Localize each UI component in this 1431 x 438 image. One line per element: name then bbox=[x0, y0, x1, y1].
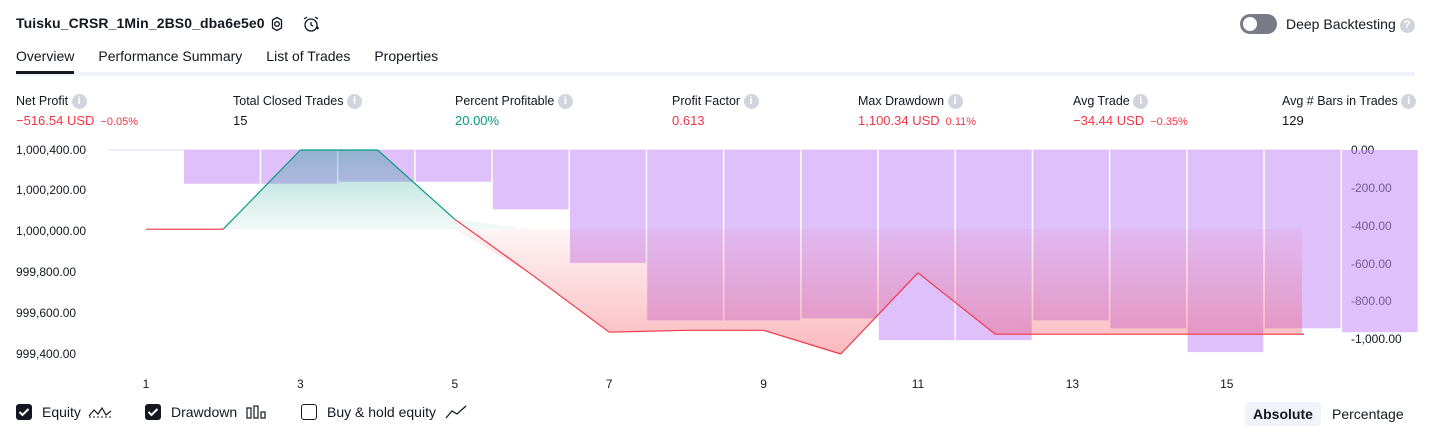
drawdown-checkbox[interactable] bbox=[145, 404, 161, 420]
equity-loss-area bbox=[146, 229, 1304, 354]
tab-performance-summary[interactable]: Performance Summary bbox=[98, 48, 243, 64]
strategy-title: Tuisku_CRSR_1Min_2BS0_dba6e5e0 bbox=[16, 15, 265, 31]
left-axis-tick: 1,000,400.00 bbox=[16, 143, 87, 157]
drawdown-bar bbox=[1342, 150, 1418, 333]
x-axis-tick: 7 bbox=[605, 377, 613, 391]
tab-properties[interactable]: Properties bbox=[374, 48, 439, 64]
equity-line-segment bbox=[840, 272, 919, 355]
drawdown-bar bbox=[184, 150, 260, 184]
legend-buy-hold-equity[interactable]: Buy & hold equity bbox=[301, 404, 468, 420]
absolute-button[interactable]: Absolute bbox=[1245, 402, 1321, 426]
drawdown-bar bbox=[415, 150, 492, 182]
stat-net-profit: Net Profit i −516.54 USD −0.05% bbox=[16, 94, 139, 129]
x-axis-tick: 9 bbox=[760, 377, 767, 391]
deep-backtesting-toggle[interactable] bbox=[1240, 14, 1277, 34]
info-icon[interactable]: i bbox=[1401, 94, 1417, 110]
equity-line-segment bbox=[531, 274, 610, 333]
x-axis-tick: 3 bbox=[297, 377, 304, 391]
x-axis-tick: 13 bbox=[1065, 377, 1080, 391]
buy-hold-line-icon bbox=[445, 405, 467, 419]
deep-backtesting-label: Deep Backtesting ? bbox=[1286, 16, 1415, 33]
legend-equity[interactable]: Equity bbox=[16, 404, 113, 420]
stat-avg-trade: Avg Trade i −34.44 USD −0.35% bbox=[1073, 94, 1188, 129]
info-icon[interactable]: i bbox=[947, 94, 963, 110]
help-icon[interactable]: ? bbox=[1399, 17, 1415, 33]
stat-total-closed-trades: Total Closed Trades i 15 bbox=[233, 94, 362, 128]
tab-overview[interactable]: Overview bbox=[16, 48, 75, 74]
x-axis-tick: 1 bbox=[142, 377, 150, 391]
alarm-clock-icon[interactable] bbox=[301, 14, 321, 34]
info-icon[interactable]: i bbox=[1133, 94, 1149, 110]
info-icon[interactable]: i bbox=[557, 94, 573, 110]
equity-line-icon bbox=[88, 406, 112, 418]
left-axis-tick: 1,000,000.00 bbox=[16, 224, 87, 238]
drawdown-bars-icon bbox=[246, 405, 266, 419]
left-axis-tick: 1,000,200.00 bbox=[16, 183, 87, 197]
equity-line-segment bbox=[454, 218, 533, 276]
equity-line-segment bbox=[917, 272, 996, 335]
settings-gear-icon[interactable] bbox=[268, 15, 286, 33]
stat-percent-profitable: Percent Profitable i 20.00% bbox=[455, 94, 573, 128]
left-axis-tick: 999,800.00 bbox=[16, 265, 77, 279]
stat-avg-bars-in-trades: Avg # Bars in Trades i 129 bbox=[1282, 94, 1417, 128]
left-axis-tick: 999,400.00 bbox=[16, 347, 77, 361]
percentage-button[interactable]: Percentage bbox=[1332, 406, 1404, 422]
stat-max-drawdown: Max Drawdown i 1,100.34 USD 0.11% bbox=[858, 94, 977, 129]
tab-bar: Overview Performance Summary List of Tra… bbox=[16, 48, 462, 74]
info-icon[interactable]: i bbox=[743, 94, 759, 110]
buy-hold-checkbox[interactable] bbox=[301, 404, 317, 420]
tab-list-of-trades[interactable]: List of Trades bbox=[266, 48, 351, 64]
right-axis-tick: -1,000.00 bbox=[1351, 332, 1402, 346]
x-axis-tick: 5 bbox=[451, 377, 459, 391]
legend-drawdown[interactable]: Drawdown bbox=[145, 404, 267, 420]
left-axis-tick: 999,600.00 bbox=[16, 306, 77, 320]
equity-line-segment bbox=[763, 329, 841, 355]
x-axis-tick: 15 bbox=[1220, 377, 1234, 391]
tab-underline-track bbox=[16, 72, 1415, 76]
info-icon[interactable]: i bbox=[71, 94, 87, 110]
toggle-knob bbox=[1243, 17, 1257, 31]
equity-line-segment bbox=[222, 149, 301, 230]
info-icon[interactable]: i bbox=[346, 94, 362, 110]
equity-profit-area bbox=[146, 150, 1304, 230]
drawdown-bar bbox=[492, 150, 569, 210]
equity-checkbox[interactable] bbox=[16, 404, 32, 420]
stat-profit-factor: Profit Factor i 0.613 bbox=[672, 94, 759, 128]
equity-line-segment bbox=[609, 329, 687, 333]
x-axis-tick: 11 bbox=[911, 377, 925, 391]
equity-line-segment bbox=[377, 149, 456, 220]
